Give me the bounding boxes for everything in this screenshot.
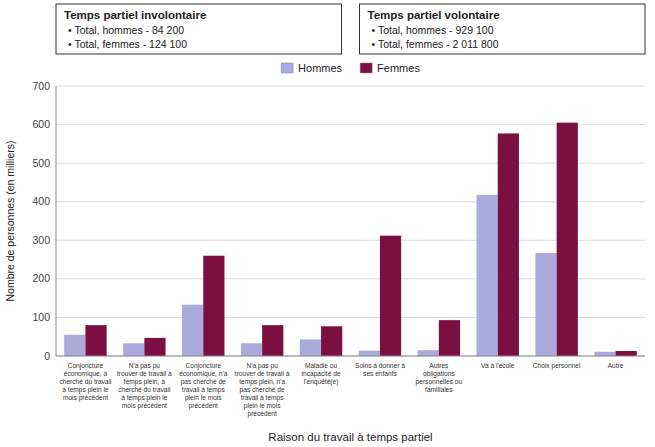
annotation-box: Temps partiel involontaire • Total, homme… [56,4,342,54]
y-tick-label: 0 [44,350,50,362]
x-axis-title: Raison du travail à temps partiel [268,431,432,443]
y-axis-line [56,86,57,356]
x-tick-label-line: Soins à donner à [355,362,405,369]
x-tick-label-line: travail à temps [182,386,226,394]
bar [300,339,321,356]
x-tick-label-line: Maladie ou [305,362,338,369]
x-tick-label-line: précédent [247,410,276,418]
y-tick-label: 100 [32,311,50,323]
x-tick-label-line: ses enfants [363,370,397,377]
annotation-title: Temps partiel involontaire [64,9,206,21]
x-tick-label-line: N'a pas pu [129,362,161,370]
x-tick-label-line: incapacité de [302,370,341,378]
bar [241,343,262,356]
bar [203,256,224,356]
x-tick-label-line: travail à temps [241,394,285,402]
x-tick-label-line: à temps plein le [121,394,168,402]
x-tick-label: Soins à donner àses enfants [355,362,405,377]
x-tick-label-line: Choix personnel [533,362,581,370]
x-tick-label-line: familiales [425,386,453,393]
annotation-line: • Total, hommes - 84 200 [68,24,184,36]
x-tick-label: Conjonctureéconomique, n'apas cherché de… [179,362,228,410]
x-tick-label-line: Va à l'école [481,362,515,369]
x-tick-label: Maladie ouincapacité del'enquêté(e) [302,362,341,386]
y-tick-label: 600 [32,118,50,130]
x-tick-label-line: plein le mois [244,402,281,410]
x-tick-label-line: l'enquêté(e) [304,378,339,386]
x-tick-label-line: pas cherché de [240,386,285,394]
legend: Hommes Femmes [281,62,420,74]
annotation-line: • Total, femmes - 2 011 800 [372,38,499,50]
bar [439,320,460,356]
annotation-frame [56,4,342,54]
annotation-line: • Total, femmes - 124 100 [68,38,187,50]
annotation-title: Temps partiel volontaire [368,9,500,21]
x-tick-label-line: cherché du travail [118,386,171,393]
x-tick-label: N'a pas putrouver de travail àtemps plei… [117,362,172,410]
x-tick-label-line: trouver de travail à [117,370,172,377]
x-tick-label-line: Conjoncture [68,362,104,370]
bar [477,195,498,356]
bar [262,325,283,356]
y-tick-label: 300 [32,234,50,246]
x-tick-label-line: N'a pas pu [246,362,278,370]
x-tick-label-line: cherché du travail [59,378,112,385]
bar [64,335,85,356]
x-tick-label-line: Autres [429,362,449,369]
y-tick-label: 500 [32,157,50,169]
bar [359,351,380,356]
y-axis-title: Nombre de personnes (en milliers) [4,140,16,301]
y-tick-label: 400 [32,195,50,207]
y-tick-label: 200 [32,272,50,284]
bar [498,133,519,356]
bar [123,343,144,356]
x-tick-label-line: précédent [189,402,218,410]
legend-swatch [281,63,293,73]
bar [418,350,439,356]
legend-label: Hommes [298,62,343,74]
x-tick-label-line: pas cherché de [181,378,226,386]
bar [85,325,106,356]
annotation-box: Temps partiel volontaire • Total, hommes … [360,4,646,54]
bar [321,326,342,356]
bars [64,123,637,356]
bar [182,305,203,356]
bar [380,236,401,356]
x-tick-label-line: temps plein, a [124,378,165,386]
x-axis-line [56,356,645,357]
annotation-line: • Total, hommes - 929 100 [372,24,494,36]
bar [557,123,578,356]
x-tick-label: Autresobligationspersonnelles oufamilial… [416,362,463,393]
x-tick-label-line: économique, n'a [179,370,228,378]
annotation-frame [360,4,646,54]
bar [616,351,637,356]
x-tick-label: Autre [608,362,624,369]
x-tick-label-line: mois précédent [122,402,167,410]
x-tick-label-line: à temps plein le [62,386,109,394]
y-tick-label: 700 [32,80,50,92]
bar [594,352,615,356]
x-tick-label-line: temps plein, n'a [239,378,285,386]
x-tick-label: N'a pas putrouver de travail àtemps plei… [235,362,290,418]
x-tick-label-line: économique, a [64,370,108,378]
x-tick-label-line: plein le mois [185,394,222,402]
x-tick-label: Choix personnel [533,362,581,370]
x-tick-label-line: Autre [608,362,624,369]
x-tick-label: Conjonctureéconomique, acherché du trava… [59,362,112,402]
x-tick-label-line: mois précédent [63,394,108,402]
legend-label: Femmes [377,62,420,74]
bar [535,253,556,356]
legend-swatch [360,63,372,73]
bar [144,338,165,356]
x-tick-label-line: personnelles ou [416,378,463,386]
chart: Temps partiel involontaire • Total, homme… [0,0,655,447]
x-tick-label-line: trouver de travail à [235,370,290,377]
x-tick-label: Va à l'école [481,362,515,369]
x-tick-label-line: Conjoncture [185,362,221,370]
x-tick-label-line: obligations [423,370,455,378]
grid-line [56,356,645,357]
grid-line [56,86,645,87]
